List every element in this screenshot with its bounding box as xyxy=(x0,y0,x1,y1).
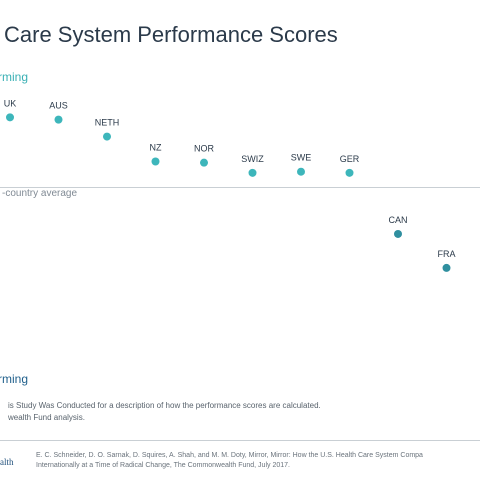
note-line-1: is Study Was Conducted for a description… xyxy=(8,401,321,410)
data-label-can: CAN xyxy=(388,215,407,225)
data-point-can xyxy=(394,229,402,238)
data-label-nz: NZ xyxy=(150,143,162,153)
data-label-swiz: SWIZ xyxy=(241,154,264,164)
data-label-neth: NETH xyxy=(95,118,120,128)
data-label-aus: AUS xyxy=(49,101,68,111)
average-label: -country average xyxy=(2,188,78,199)
data-point-fra xyxy=(442,263,451,272)
citation-line-2: Internationally at a Time of Radical Cha… xyxy=(36,462,290,469)
data-label-uk: UK xyxy=(4,98,17,108)
chart-title: Care System Performance Scores xyxy=(4,22,338,47)
citation: E. C. Schneider, D. O. Sarnak, D. Squire… xyxy=(36,451,423,471)
footer-divider xyxy=(0,440,480,441)
data-point-swe xyxy=(297,167,305,176)
data-point-ger xyxy=(345,168,354,177)
data-points: UK AUS NETH NZ NOR SWIZ SWE GER CAN FRA xyxy=(4,98,456,272)
data-point-nz xyxy=(151,157,160,166)
data-label-nor: NOR xyxy=(194,144,215,154)
data-point-aus xyxy=(54,115,63,124)
low-performing-label: rming xyxy=(0,372,29,386)
data-point-nor xyxy=(200,158,208,167)
data-point-uk xyxy=(6,113,14,122)
brand-logo-text: ealth xyxy=(0,457,14,467)
data-point-neth xyxy=(103,132,111,141)
citation-line-1: E. C. Schneider, D. O. Sarnak, D. Squire… xyxy=(36,452,423,459)
data-point-swiz xyxy=(248,168,257,177)
note-line-2: wealth Fund analysis. xyxy=(8,413,85,422)
data-label-ger: GER xyxy=(340,154,360,164)
data-label-swe: SWE xyxy=(291,153,312,163)
data-label-fra: FRA xyxy=(438,249,456,259)
top-performing-label: rming xyxy=(0,70,29,84)
